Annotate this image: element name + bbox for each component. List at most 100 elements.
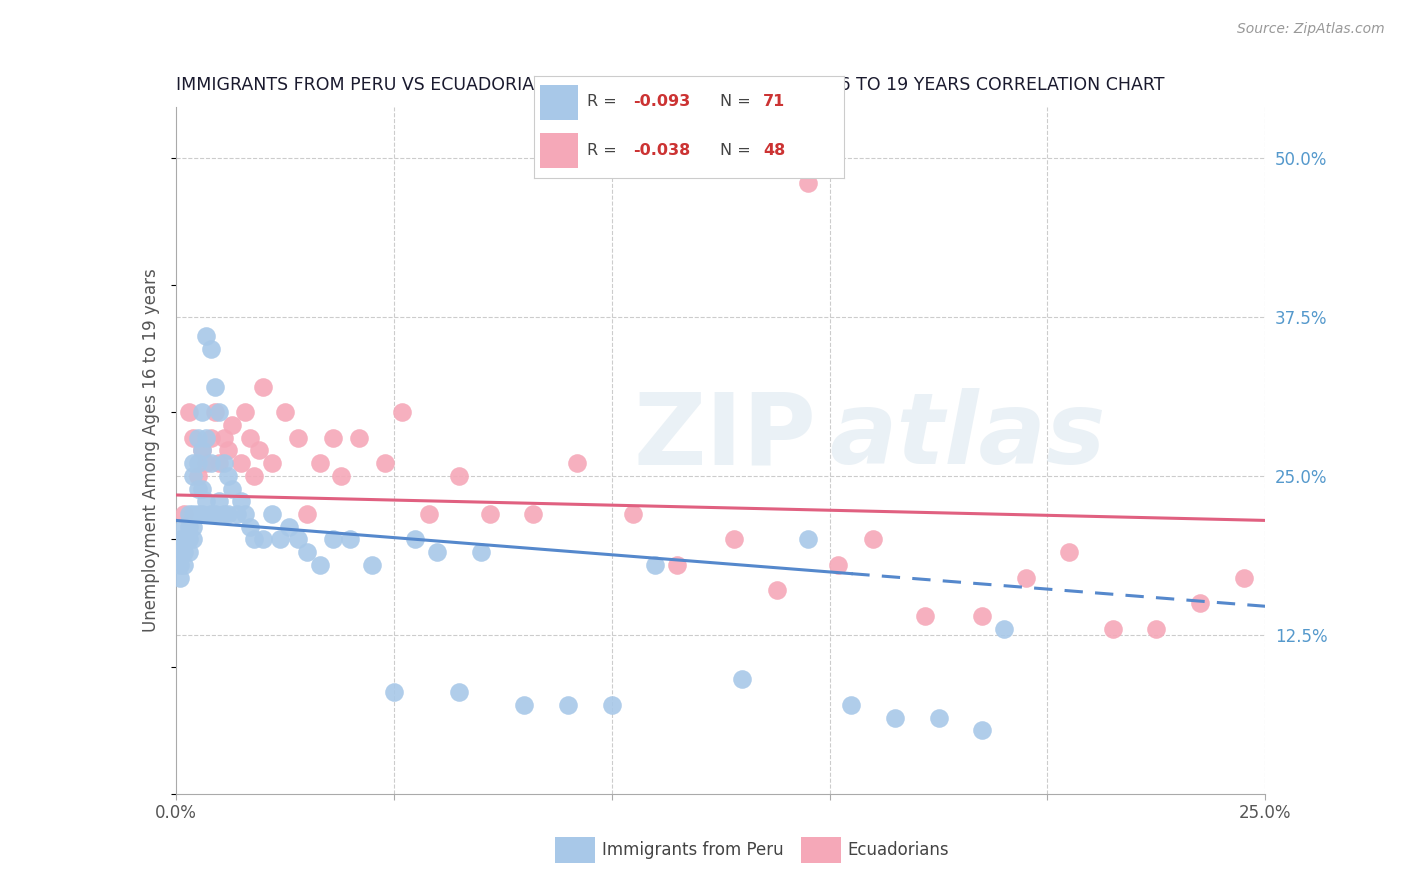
- Point: [478, 507, 501, 521]
- Point: [208, 456, 231, 470]
- Point: [208, 494, 231, 508]
- Point: [217, 443, 239, 458]
- Point: [470, 545, 492, 559]
- Point: [269, 533, 291, 547]
- Point: [191, 507, 214, 521]
- Point: [231, 494, 253, 508]
- Point: [827, 558, 849, 572]
- Point: [766, 583, 789, 598]
- Point: [239, 431, 262, 445]
- Point: [274, 405, 297, 419]
- Point: [278, 520, 301, 534]
- Point: [186, 431, 209, 445]
- Point: [447, 469, 470, 483]
- Point: [181, 456, 204, 470]
- Point: [181, 431, 204, 445]
- Point: [391, 405, 413, 419]
- Point: [447, 685, 470, 699]
- Point: [195, 456, 218, 470]
- Point: [212, 507, 235, 521]
- Point: [169, 558, 191, 572]
- Text: -0.093: -0.093: [633, 95, 690, 110]
- Point: [621, 507, 644, 521]
- Point: [225, 507, 247, 521]
- Point: [204, 507, 226, 521]
- Point: [177, 545, 200, 559]
- Text: 48: 48: [763, 143, 786, 158]
- Point: [644, 558, 666, 572]
- Point: [796, 177, 818, 191]
- Point: [195, 329, 218, 343]
- Point: [186, 469, 209, 483]
- Text: Ecuadorians: Ecuadorians: [848, 841, 949, 859]
- Text: N =: N =: [720, 95, 756, 110]
- Point: [970, 723, 993, 738]
- Point: [221, 417, 243, 432]
- Y-axis label: Unemployment Among Ages 16 to 19 years: Unemployment Among Ages 16 to 19 years: [142, 268, 160, 632]
- Point: [177, 507, 200, 521]
- Point: [173, 520, 195, 534]
- Point: [191, 443, 214, 458]
- Point: [260, 507, 283, 521]
- Point: [565, 456, 588, 470]
- Point: [600, 698, 623, 712]
- Point: [295, 545, 318, 559]
- Point: [252, 380, 274, 394]
- Point: [731, 673, 754, 687]
- Point: [186, 507, 209, 521]
- Point: [173, 507, 195, 521]
- Point: [235, 405, 257, 419]
- Text: R =: R =: [586, 143, 621, 158]
- Point: [405, 533, 427, 547]
- Point: [177, 533, 200, 547]
- Point: [513, 698, 536, 712]
- Point: [1057, 545, 1080, 559]
- Point: [169, 571, 191, 585]
- Point: [295, 507, 318, 521]
- Point: [970, 608, 993, 623]
- Point: [231, 456, 253, 470]
- Point: [382, 685, 405, 699]
- Point: [239, 520, 262, 534]
- Text: R =: R =: [586, 95, 621, 110]
- Point: [173, 558, 195, 572]
- Point: [200, 342, 222, 356]
- Point: [195, 494, 218, 508]
- Point: [308, 456, 330, 470]
- Point: [191, 482, 214, 496]
- Point: [322, 431, 344, 445]
- Point: [360, 558, 382, 572]
- Point: [260, 456, 283, 470]
- Point: [173, 533, 195, 547]
- Text: IMMIGRANTS FROM PERU VS ECUADORIAN UNEMPLOYMENT AMONG AGES 16 TO 19 YEARS CORREL: IMMIGRANTS FROM PERU VS ECUADORIAN UNEMP…: [176, 77, 1164, 95]
- Point: [914, 608, 936, 623]
- FancyBboxPatch shape: [540, 133, 578, 168]
- Point: [557, 698, 579, 712]
- Point: [796, 533, 818, 547]
- Text: ZIP: ZIP: [633, 388, 817, 485]
- Point: [252, 533, 274, 547]
- Point: [177, 405, 200, 419]
- Point: [186, 456, 209, 470]
- Point: [993, 622, 1015, 636]
- Point: [666, 558, 689, 572]
- Point: [195, 431, 218, 445]
- Point: [522, 507, 544, 521]
- Text: 71: 71: [763, 95, 786, 110]
- Point: [200, 431, 222, 445]
- Point: [191, 405, 214, 419]
- Point: [217, 507, 239, 521]
- Point: [374, 456, 396, 470]
- Text: Immigrants from Peru: Immigrants from Peru: [602, 841, 783, 859]
- Point: [247, 443, 270, 458]
- Point: [243, 469, 266, 483]
- Point: [221, 482, 243, 496]
- Text: N =: N =: [720, 143, 756, 158]
- Text: -0.038: -0.038: [633, 143, 690, 158]
- Point: [1144, 622, 1167, 636]
- Point: [173, 545, 195, 559]
- Point: [287, 533, 309, 547]
- Point: [181, 520, 204, 534]
- Point: [169, 545, 191, 559]
- Point: [200, 507, 222, 521]
